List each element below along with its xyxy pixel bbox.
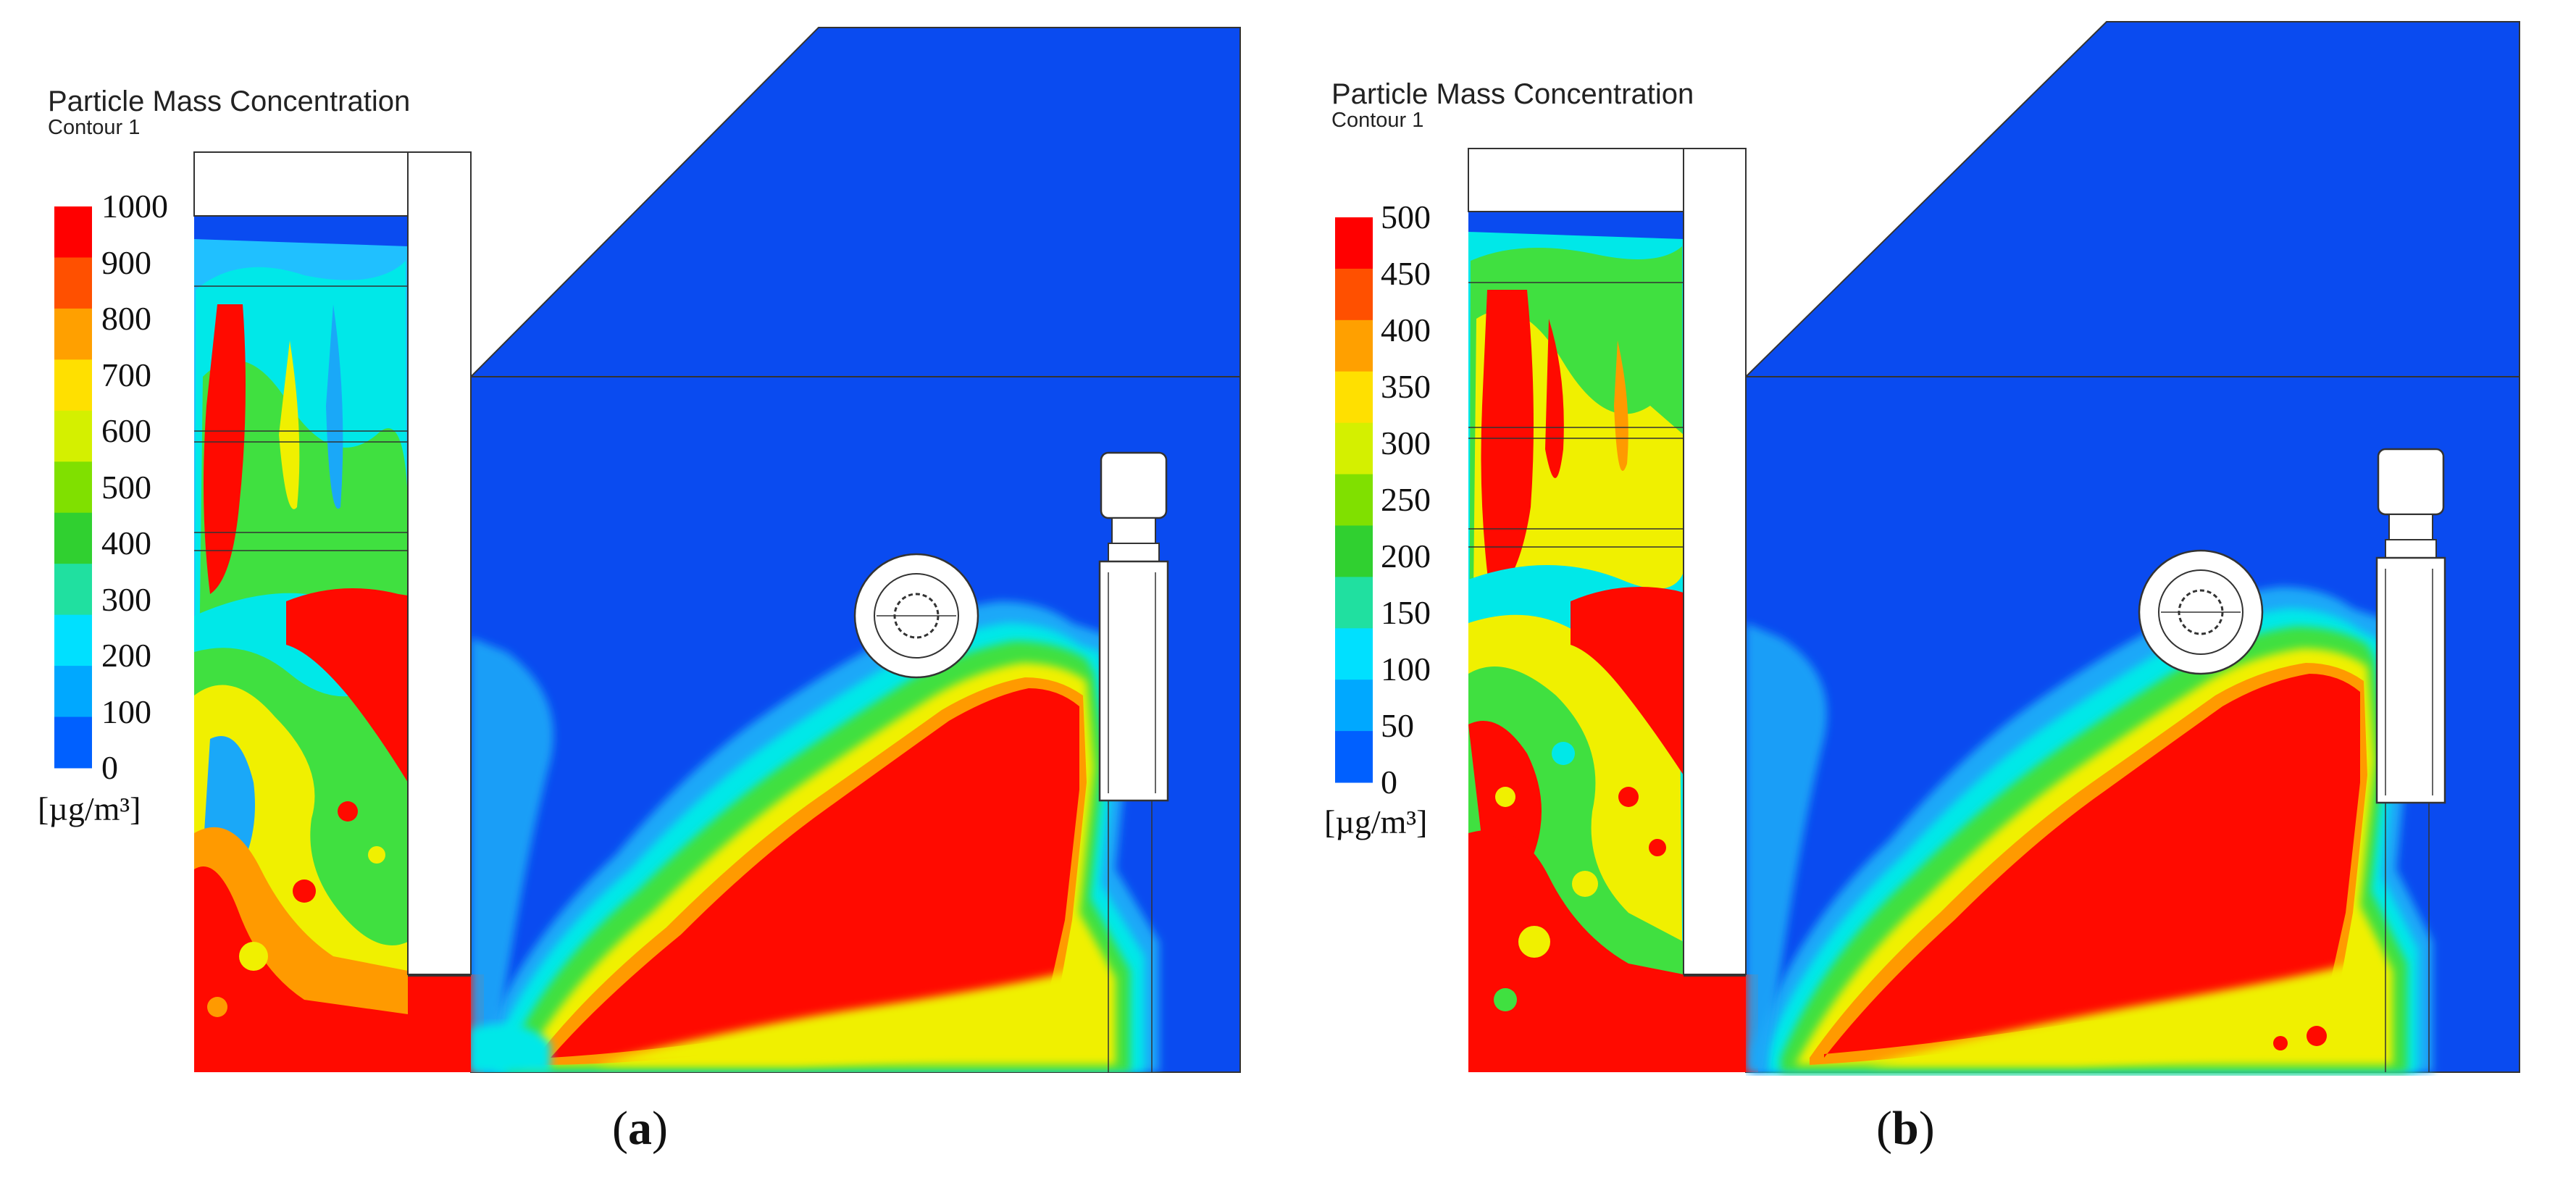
legend-tick-label: 800 [101, 300, 151, 337]
fan-b [2138, 549, 2264, 675]
legend-tick-label: 350 [1381, 368, 1431, 405]
legend-tick-label: 100 [101, 693, 151, 730]
partition-wall-b [1683, 148, 1747, 975]
legend-tick-label: 150 [1381, 594, 1431, 631]
legend-swatch [1335, 628, 1373, 680]
legend-swatch [54, 206, 92, 258]
upper-region-b [1744, 21, 2520, 377]
legend-tick-label: 200 [1381, 538, 1431, 574]
legend-title-a: Particle Mass Concentration [48, 85, 411, 117]
legend-swatch [1335, 217, 1373, 269]
legend-swatch [1335, 422, 1373, 475]
duct-plume-b [1571, 587, 1684, 775]
legend-subtitle-a: Contour 1 [48, 116, 141, 139]
legend-tick-label: 500 [1381, 198, 1431, 235]
legend-tick-label: 300 [1381, 425, 1431, 461]
legend-swatch [54, 716, 92, 769]
legend-tick-label: 500 [101, 468, 151, 506]
duct-contours-a [194, 239, 408, 1072]
legend-title-b: Particle Mass Concentration [1331, 78, 1694, 110]
legend-tick-label: 400 [1381, 312, 1431, 348]
legend-tick-label: 250 [1381, 481, 1431, 518]
legend-swatch [54, 666, 92, 718]
legend-tick-label: 450 [1381, 255, 1431, 292]
legend-tick-label: 400 [101, 525, 151, 561]
duct-top-b [1468, 148, 1684, 212]
legend-tick-label: 600 [101, 412, 151, 449]
panel-b: Particle Mass Concentration Contour 1 50… [1288, 0, 2576, 1191]
caption-letter-b: b [1891, 1102, 1919, 1155]
legend-swatch [1335, 680, 1373, 732]
legend-tick-label: 300 [101, 580, 151, 618]
legend-colorbar-b [1335, 217, 1373, 783]
legend-swatch [1335, 268, 1373, 321]
legend-swatch [54, 614, 92, 666]
device-a [1098, 451, 1169, 1072]
legend-swatch [1335, 371, 1373, 424]
legend-swatch [54, 564, 92, 616]
caption-letter-a: a [627, 1102, 652, 1155]
legend-swatch [54, 461, 92, 514]
contour-plot-a [54, 27, 1241, 1073]
legend-tick-label: 50 [1381, 707, 1414, 744]
legend-swatch [1335, 474, 1373, 526]
legend-tick-label: 100 [1381, 651, 1431, 688]
legend-swatch [1335, 319, 1373, 372]
caption-a: (a) [612, 1102, 668, 1155]
upper-region-a [469, 27, 1241, 377]
legend-swatch [54, 410, 92, 462]
legend-tick-label: 900 [101, 243, 151, 281]
legend-swatch [1335, 577, 1373, 629]
contour-plot-b [1335, 21, 2520, 1073]
legend-tick-label: 1000 [101, 188, 168, 225]
caption-b: (b) [1876, 1102, 1935, 1155]
duct-contours-b [1468, 232, 1684, 1073]
device-b [2375, 448, 2446, 1072]
legend-tick-label: 700 [101, 356, 151, 393]
room-plume-b [1746, 587, 2433, 1072]
legend-swatch [54, 359, 92, 411]
panel-a: Particle Mass Concentration Contour 1 10… [38, 27, 1241, 1155]
legend-tick-label: 0 [1381, 764, 1397, 801]
legend-swatch [1335, 731, 1373, 783]
room-plume-a [471, 601, 1159, 1072]
partition-wall-a [407, 151, 472, 975]
legend-tick-label: 200 [101, 637, 151, 674]
legend-swatch [1335, 525, 1373, 577]
legend-colorbar-a [54, 206, 92, 769]
legend-unit-b: [µg/m³] [1324, 803, 1428, 840]
legend-swatch [54, 308, 92, 360]
fan-a [853, 553, 979, 679]
duct-plume-a [286, 588, 408, 782]
legend-unit-a: [µg/m³] [38, 790, 141, 827]
legend-swatch [54, 512, 92, 564]
legend-subtitle-b: Contour 1 [1331, 109, 1424, 132]
partition-foot-a [408, 974, 471, 977]
legend-swatch [54, 257, 92, 309]
legend-tick-label: 0 [101, 749, 118, 786]
duct-top-a [193, 151, 409, 217]
